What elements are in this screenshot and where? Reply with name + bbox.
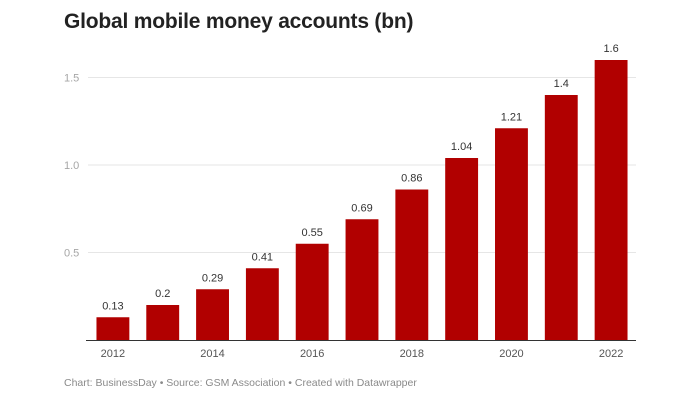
- data-label-2014: 0.29: [202, 272, 223, 284]
- bar-2019: [445, 158, 479, 340]
- chart-title: Global mobile money accounts (bn): [64, 10, 414, 33]
- bar-2014: [196, 289, 229, 340]
- x-tick-label-2020: 2020: [499, 348, 523, 360]
- data-label-2021: 1.4: [554, 78, 569, 90]
- bar-2020: [495, 128, 528, 340]
- data-label-2022: 1.6: [603, 43, 618, 55]
- data-label-2017: 0.69: [351, 202, 372, 214]
- x-axis-labels: 2012 2014 2016 2018 2020 2022: [101, 348, 624, 360]
- data-labels: 0.13 0.2 0.29 0.41 0.55 0.69 0.86 1.04 1.21 1.4 1.…: [102, 43, 619, 312]
- data-label-2016: 0.55: [301, 227, 322, 239]
- data-label-2015: 0.41: [252, 251, 273, 263]
- bar-2017: [345, 219, 379, 340]
- bar-2016: [295, 243, 329, 340]
- y-tick-label: 0.5: [64, 248, 79, 260]
- bars: [96, 60, 628, 340]
- bar-2022: [594, 60, 628, 340]
- x-tick-label-2012: 2012: [101, 348, 125, 360]
- bar-2012: [96, 317, 130, 340]
- data-label-2012: 0.13: [102, 300, 123, 312]
- y-tick-label: 1.0: [64, 160, 79, 172]
- x-tick-label-2014: 2014: [200, 348, 224, 360]
- chart-footer: Chart: BusinessDay • Source: GSM Associa…: [64, 377, 417, 389]
- bar-2021: [544, 95, 578, 340]
- x-tick-label-2022: 2022: [599, 348, 623, 360]
- data-label-2019: 1.04: [451, 141, 472, 153]
- y-tick-label: 1.5: [64, 73, 79, 85]
- x-tick-label-2016: 2016: [300, 348, 324, 360]
- bar-2018: [395, 189, 429, 340]
- bar-2015: [245, 268, 279, 340]
- data-label-2018: 0.86: [401, 173, 422, 185]
- x-tick-label-2018: 2018: [400, 348, 424, 360]
- y-axis-labels: 0.5 1.0 1.5: [64, 73, 79, 260]
- data-label-2013: 0.2: [155, 288, 170, 300]
- data-label-2020: 1.21: [501, 111, 522, 123]
- bar-2013: [146, 305, 180, 340]
